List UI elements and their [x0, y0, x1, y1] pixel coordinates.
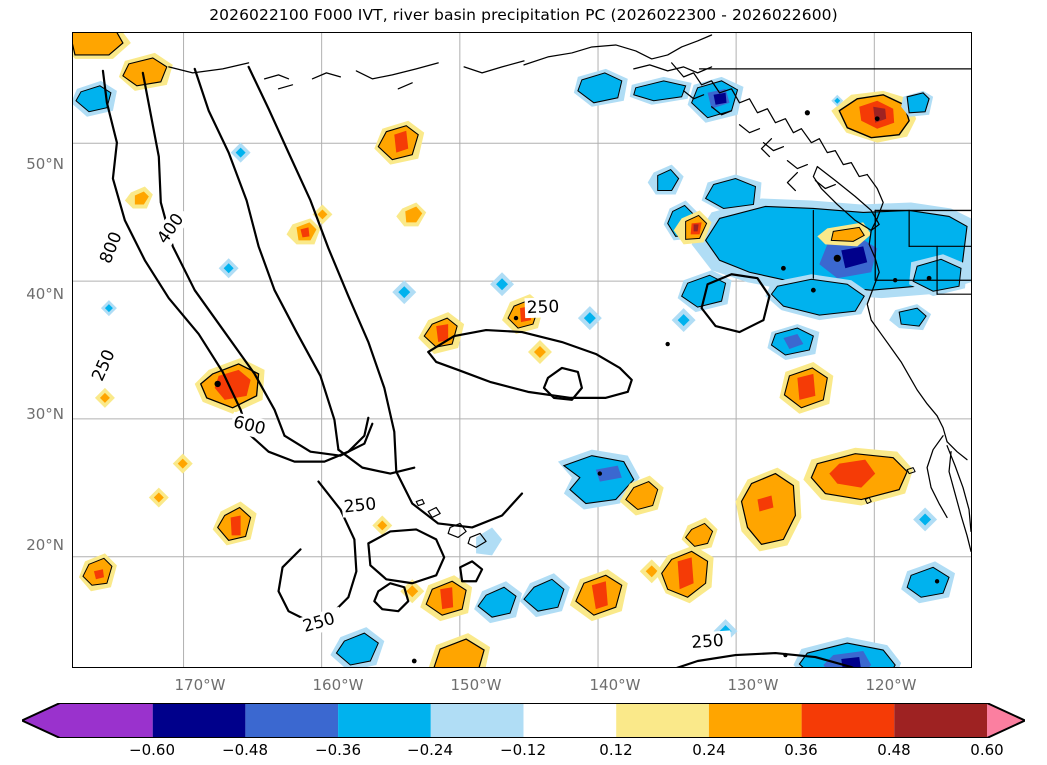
colorbar-under-arrow: [22, 703, 60, 738]
contour-label-250-e: 250: [691, 630, 725, 652]
coastlines-and-borders: [168, 34, 971, 552]
contour-label-250-b: 250: [526, 296, 559, 317]
y-tick-label-50n: 50°N: [26, 155, 64, 173]
colorbar-tick-10: 0.60: [970, 741, 1004, 759]
contour-label-600: 600: [231, 411, 267, 438]
filled-contour-layer: [73, 33, 971, 667]
colorbar-tick-5: −0.12: [500, 741, 546, 759]
colorbar-graphic: [22, 703, 1025, 738]
x-tick-label-170w: 170°W: [174, 676, 226, 694]
contour-label-250-d: 250: [300, 608, 337, 636]
y-tick-label-30n: 30°N: [26, 405, 64, 423]
y-tick-label-40n: 40°N: [26, 285, 64, 303]
colorbar-tick-4: −0.24: [407, 741, 453, 759]
x-tick-label-150w: 150°W: [450, 676, 502, 694]
map-graphic: 800 400 600 250 250: [73, 33, 971, 667]
colorbar-tick-7: 0.24: [692, 741, 726, 759]
colorbar[interactable]: [22, 703, 1025, 738]
colorbar-tick-6: 0.12: [599, 741, 633, 759]
colorbar-tick-1: −0.60: [129, 741, 175, 759]
x-tick-label-120w: 120°W: [865, 676, 917, 694]
x-tick-label-140w: 140°W: [589, 676, 641, 694]
colorbar-over-arrow: [987, 703, 1025, 738]
colorbar-tick-8: 0.36: [784, 741, 818, 759]
x-tick-label-160w: 160°W: [312, 676, 364, 694]
chart-title: 2026022100 F000 IVT, river basin precipi…: [209, 6, 838, 24]
x-tick-label-130w: 130°W: [727, 676, 779, 694]
max-markers: [214, 110, 940, 664]
colorbar-tick-3: −0.36: [315, 741, 361, 759]
map-plot-area[interactable]: 800 400 600 250 250: [72, 32, 972, 668]
colorbar-tick-9: 0.48: [877, 741, 911, 759]
contour-label-250-c: 250: [343, 493, 377, 516]
y-tick-label-20n: 20°N: [26, 536, 64, 554]
colorbar-tick-2: −0.48: [222, 741, 268, 759]
